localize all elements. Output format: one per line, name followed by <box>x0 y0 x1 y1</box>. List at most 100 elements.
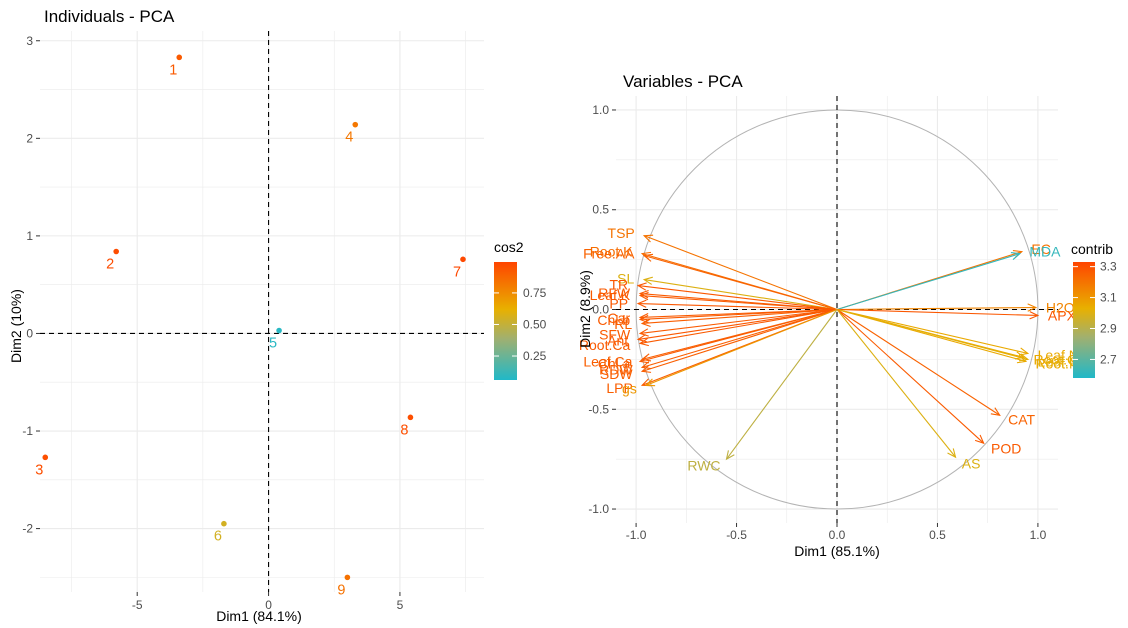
arrowhead-root-cl <box>1014 351 1026 360</box>
arrow-tsp <box>643 235 838 311</box>
arrow-pod <box>836 309 985 444</box>
y-tick-label: -1.0 <box>588 502 609 516</box>
arrow-cat <box>836 309 1001 416</box>
arrow-chl-b <box>640 308 838 321</box>
variables-y-label: Dim2 (8.9%) <box>577 270 593 348</box>
y-tick-label: 0.5 <box>592 203 609 217</box>
point-label-7: 7 <box>453 264 461 280</box>
point-label-2: 2 <box>106 256 114 272</box>
arrow-rwc <box>726 309 838 460</box>
arrowhead-rl <box>640 318 651 328</box>
x-tick-label: 0.5 <box>929 528 946 542</box>
arrow-as <box>836 309 956 458</box>
arrow-rdw <box>641 308 838 368</box>
variables-x-ticks: -1.0 -0.5 0.0 0.5 1.0 <box>626 523 1047 542</box>
arrowhead-cat <box>990 407 1001 416</box>
variable-label-apx: APX <box>1048 308 1077 324</box>
x-tick-label: -1.0 <box>626 528 647 542</box>
arrowhead-rwc <box>725 450 735 461</box>
contrib-colorbar <box>1073 262 1095 378</box>
variable-label-free-aa: Free.AA <box>583 245 635 261</box>
variable-label-lpp: LPP <box>606 380 632 396</box>
contrib-legend-labels: 3.3 3.1 2.9 2.7 <box>1073 260 1117 366</box>
point-2 <box>113 248 119 255</box>
variable-label-pod: POD <box>991 441 1021 457</box>
legend-label: 3.3 <box>1100 260 1117 274</box>
legend-label: 2.7 <box>1100 352 1117 366</box>
cos2-legend: cos2 0.75 0.50 0.25 <box>494 239 547 380</box>
variables-x-label: Dim1 (85.1%) <box>794 543 880 559</box>
individuals-x-ticks: -5 0 5 <box>132 592 404 612</box>
y-tick-label: 1 <box>26 229 33 243</box>
arrow-rl <box>642 308 838 325</box>
contrib-legend: contrib 3.3 3.1 2.9 2.7 <box>1071 241 1117 378</box>
point-1 <box>176 54 183 61</box>
y-tick-label: 1.0 <box>592 103 609 117</box>
arrowhead-apx <box>1029 311 1040 320</box>
point-3 <box>42 454 49 461</box>
variable-label-sdw: SDW <box>600 366 633 382</box>
cos2-legend-title: cos2 <box>494 239 524 255</box>
variable-label-car: Car <box>608 310 631 326</box>
legend-label: 3.1 <box>1100 291 1117 305</box>
x-tick-label: 0.0 <box>829 528 846 542</box>
arrow-root-ca <box>640 308 838 344</box>
point-6 <box>221 520 227 527</box>
variable-label-ec: EC <box>1031 241 1050 257</box>
arrow-apx <box>836 308 1038 317</box>
point-label-3: 3 <box>35 462 43 478</box>
variables-y-ticks: -1.0 -0.5 0.0 0.5 1.0 <box>588 103 616 516</box>
variable-label-root-cl: Root.Cl <box>1034 351 1081 367</box>
arrowhead-root-ca <box>638 337 649 347</box>
variables-panel: Variables - PCA TSPRoot.KFree.AASLTRRFWL… <box>577 72 1117 559</box>
individuals-y-ticks: -2 -1 0 1 2 3 <box>22 34 40 536</box>
point-9 <box>344 574 351 581</box>
variable-label-rdw: RDW <box>599 362 633 378</box>
variables-arrows <box>636 234 1040 461</box>
variable-label-sl: SL <box>617 270 634 286</box>
legend-label: 0.25 <box>523 349 547 363</box>
arrow-mda <box>836 253 1020 311</box>
point-label-5: 5 <box>269 336 277 352</box>
arrowhead-leaf-k <box>638 291 649 301</box>
arrowhead-free-aa <box>642 253 654 262</box>
variable-label-tr: TR <box>609 277 628 293</box>
y-tick-label: 2 <box>26 131 33 145</box>
individuals-reference-lines <box>40 31 484 592</box>
individuals-panel: Individuals - PCA 1 2 3 4 5 6 7 8 9 -5 0 5 -2 -1 0 1 2… <box>8 7 547 624</box>
variable-label-leaf-ca: Leaf.Ca <box>583 353 632 369</box>
variable-label-root-ca: Root.Ca <box>579 337 631 353</box>
arrow-leaf-na <box>836 308 1028 354</box>
variable-label-ant: Ant <box>607 333 628 349</box>
variable-label-as: AS <box>962 455 981 471</box>
cos2-colorbar <box>494 262 517 380</box>
y-tick-label: 0 <box>26 326 33 340</box>
arrowhead-leaf-cl <box>1018 353 1030 362</box>
arrowhead-rdw <box>640 361 652 370</box>
arrowhead-gs <box>644 378 656 387</box>
arrowhead-pp <box>636 299 647 308</box>
individuals-x-label: Dim1 (84.1%) <box>216 608 302 624</box>
arrow-gs <box>645 308 838 386</box>
individuals-grid <box>40 31 484 592</box>
y-tick-label: -0.5 <box>588 402 609 416</box>
y-tick-label: -2 <box>22 522 33 536</box>
variable-label-cat: CAT <box>1008 412 1035 428</box>
legend-label: 0.75 <box>523 286 547 300</box>
arrow-h2o2 <box>836 306 1036 311</box>
arrow-pp <box>638 302 838 311</box>
arrowhead-tsp <box>642 234 654 243</box>
arrow-sl <box>644 279 838 311</box>
variable-label-leaf-k: Leaf.K <box>590 287 631 303</box>
x-tick-label: -5 <box>132 598 143 612</box>
arrow-ant <box>638 308 838 340</box>
individuals-y-label: Dim2 (10%) <box>8 289 24 363</box>
x-tick-label: 0 <box>265 598 272 612</box>
individuals-title: Individuals - PCA <box>44 7 175 26</box>
point-4 <box>352 121 359 128</box>
point-label-1: 1 <box>169 62 177 78</box>
point-label-9: 9 <box>337 582 345 598</box>
variable-label-root-k: Root.K <box>590 243 633 259</box>
y-tick-label: 0.0 <box>592 303 609 317</box>
